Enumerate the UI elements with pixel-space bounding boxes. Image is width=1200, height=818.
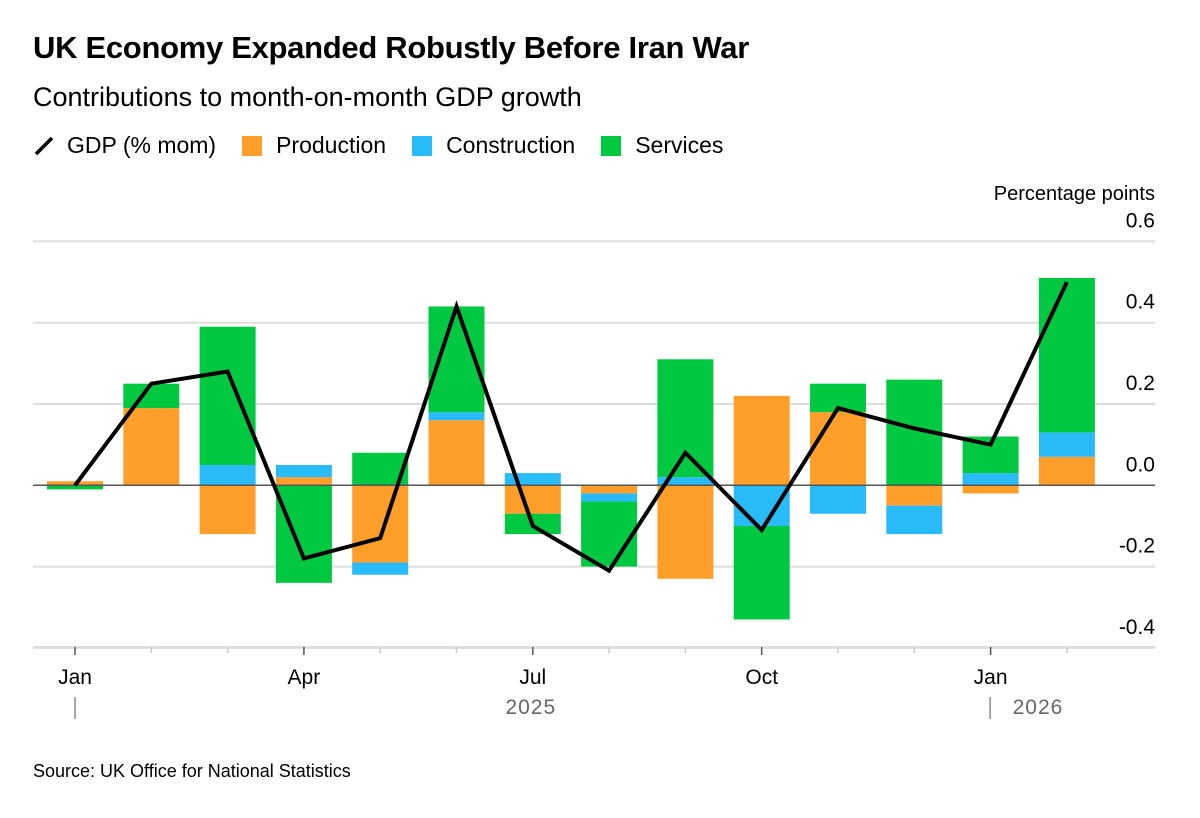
x-tick-label: Apr [288, 666, 321, 689]
bar-construction [275, 464, 332, 478]
bar-production [504, 485, 561, 514]
bar-services [733, 525, 790, 620]
bar-construction [581, 493, 638, 502]
chart-title: UK Economy Expanded Robustly Before Iran… [33, 30, 749, 65]
bar-production [733, 395, 790, 486]
bar-production [199, 485, 256, 535]
bar-production [886, 485, 943, 506]
x-tick-label: Jul [519, 666, 546, 689]
chart-subtitle: Contributions to month-on-month GDP grow… [33, 82, 582, 112]
gdp-line [73, 281, 1069, 574]
source-note: Source: UK Office for National Statistic… [33, 761, 351, 781]
production-swatch-icon [242, 135, 263, 156]
y-tick-label: 0.2 [1126, 372, 1155, 395]
legend-item-gdp: GDP (% mom) [33, 132, 216, 159]
x-tick-label: Jan [974, 666, 1008, 689]
bar-services [581, 501, 638, 567]
legend-item-construction: Construction [412, 132, 575, 159]
x-tick-label: Jan [58, 666, 92, 689]
y-tick-label: 0.0 [1126, 453, 1155, 476]
bar-production [275, 477, 332, 486]
bar-construction [657, 477, 714, 486]
year-label: 2025 [505, 696, 556, 719]
y-tick-label: -0.4 [1119, 616, 1156, 639]
bar-construction [428, 412, 485, 421]
bar-production [962, 485, 1019, 494]
bar-production [428, 420, 485, 486]
legend-label: Production [276, 132, 387, 158]
bar-services [657, 359, 714, 478]
legend-item-production: Production [242, 132, 386, 159]
line-swatch-icon [34, 136, 54, 155]
legend: GDP (% mom) Production Construction Serv… [33, 132, 749, 159]
bar-construction [962, 473, 1019, 486]
bar-construction [733, 485, 790, 526]
bar-construction [1038, 432, 1095, 457]
legend-label: GDP (% mom) [67, 132, 217, 158]
bar-production [810, 412, 866, 486]
bar-production [657, 485, 714, 579]
bar-construction [886, 505, 943, 535]
bar-construction [352, 562, 409, 575]
bar-production [123, 408, 180, 486]
services-swatch-icon [601, 135, 622, 156]
bar-construction [810, 485, 866, 514]
bar-production [1038, 456, 1095, 486]
bar-production [352, 485, 409, 563]
bar-services [123, 383, 180, 409]
y-tick-label: 0.4 [1126, 291, 1156, 314]
bar-production [581, 485, 638, 494]
legend-label: Services [635, 132, 724, 158]
legend-item-services: Services [601, 132, 723, 159]
year-label: 2026 [1013, 696, 1064, 719]
bar-services [199, 326, 256, 465]
bar-construction [199, 464, 256, 486]
bar-services [275, 485, 332, 583]
bar-services [47, 485, 103, 490]
construction-swatch-icon [412, 135, 433, 156]
bar-services [1038, 277, 1095, 433]
y-tick-label: 0.6 [1126, 209, 1155, 232]
x-tick-label: Oct [745, 666, 778, 689]
y-tick-label: -0.2 [1119, 535, 1155, 558]
y-axis-label: Percentage points [994, 183, 1155, 205]
legend-label: Construction [446, 132, 576, 158]
